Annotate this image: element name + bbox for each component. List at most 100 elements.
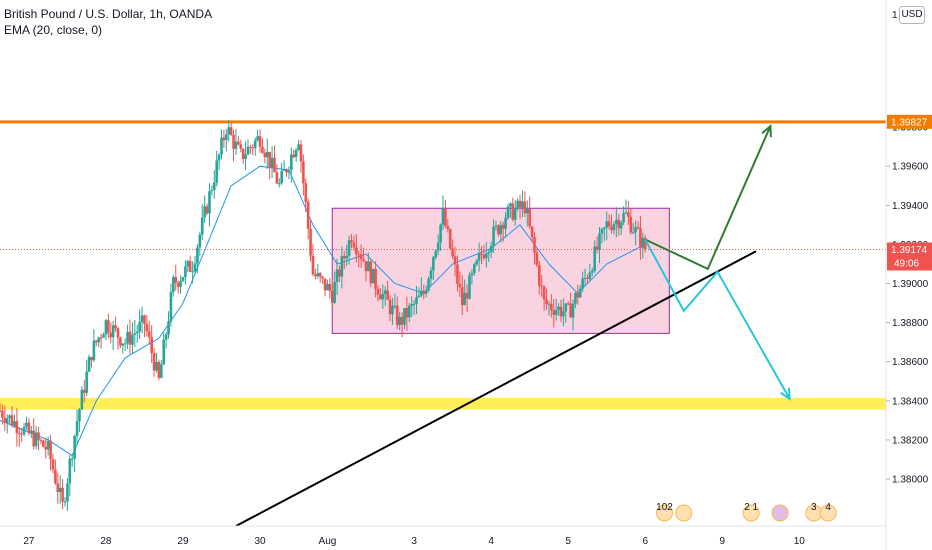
event-badge[interactable]: 3 [805,502,823,522]
candle[interactable] [90,356,93,361]
candle[interactable] [212,182,216,191]
candle[interactable] [253,140,257,148]
candle[interactable] [114,325,117,329]
candle[interactable] [258,136,262,147]
candle[interactable] [405,307,409,318]
candle[interactable] [256,136,259,141]
candle[interactable] [451,248,454,257]
candle[interactable] [321,276,324,279]
candle[interactable] [627,212,630,217]
candle[interactable] [586,277,589,279]
candle[interactable] [263,152,267,158]
candle[interactable] [578,288,582,298]
candle[interactable] [417,295,421,298]
candle[interactable] [538,265,541,286]
candle[interactable] [220,137,223,155]
candle[interactable] [595,246,599,250]
candle[interactable] [552,310,556,315]
candle[interactable] [3,417,7,423]
candle[interactable] [429,270,433,279]
candle[interactable] [600,228,604,234]
candle[interactable] [518,200,522,208]
candle[interactable] [22,426,26,435]
candle[interactable] [525,209,529,214]
candle[interactable] [174,277,178,283]
candle[interactable] [509,203,512,207]
candle[interactable] [215,160,218,183]
candle[interactable] [186,261,190,267]
candle[interactable] [456,264,459,284]
candle[interactable] [335,269,339,283]
candle[interactable] [501,224,505,229]
candle[interactable] [111,325,115,338]
current-price-label[interactable]: 1.39174 49:06 [887,242,932,271]
candle[interactable] [42,440,45,447]
price-tick-label[interactable]: 1.38200 [892,435,929,446]
candle[interactable] [369,261,373,284]
candle[interactable] [294,149,298,158]
candle[interactable] [287,169,291,173]
candle[interactable] [58,487,62,493]
candle[interactable] [386,290,389,300]
candle[interactable] [135,331,139,334]
candle[interactable] [119,337,122,346]
candle[interactable] [583,277,587,279]
candle[interactable] [407,305,411,318]
candle[interactable] [352,242,356,248]
candle[interactable] [87,356,91,372]
candle[interactable] [634,227,637,233]
candle[interactable] [237,141,240,145]
candle[interactable] [562,311,565,317]
candle[interactable] [345,255,348,259]
candle[interactable] [465,292,469,299]
time-tick-label[interactable]: 9 [720,536,726,547]
time-tick-label[interactable]: 30 [254,536,266,547]
candle[interactable] [323,278,327,291]
candle[interactable] [85,371,88,393]
price-tick-label[interactable]: 1.39000 [892,279,929,290]
time-tick-label[interactable]: Aug [319,536,337,547]
candle[interactable] [265,151,269,158]
bull-projection[interactable] [644,125,772,271]
candle[interactable] [318,273,322,277]
candle[interactable] [639,228,642,248]
candle[interactable] [15,421,19,434]
candle[interactable] [383,290,387,295]
candle[interactable] [347,240,351,256]
candle[interactable] [49,440,52,460]
candle[interactable] [249,146,252,148]
candle[interactable] [333,282,336,303]
candle[interactable] [316,273,320,277]
candle[interactable] [393,305,397,307]
candle[interactable] [10,415,14,426]
candle[interactable] [475,260,479,265]
candle[interactable] [92,340,96,361]
candle[interactable] [32,430,36,447]
candle[interactable] [511,203,515,220]
candle[interactable] [547,303,551,305]
time-tick-label[interactable]: 28 [100,536,112,547]
candle[interactable] [172,277,175,292]
candle[interactable] [104,320,108,335]
candle[interactable] [191,271,194,273]
candle[interactable] [268,151,271,168]
candle[interactable] [566,303,570,305]
candle[interactable] [615,219,618,225]
candle[interactable] [179,281,182,287]
candle[interactable] [27,422,31,434]
candle[interactable] [128,331,132,345]
candle[interactable] [225,134,228,141]
candle[interactable] [217,154,221,161]
candle[interactable] [275,172,279,184]
candle[interactable] [208,191,211,214]
candle[interactable] [282,169,286,171]
candle[interactable] [497,225,500,235]
candle[interactable] [643,237,647,250]
candle[interactable] [441,208,445,225]
candle[interactable] [285,169,288,173]
candle[interactable] [542,286,546,300]
event-badge[interactable]: 4 [819,502,837,522]
candle[interactable] [80,389,84,410]
candle[interactable] [569,303,572,318]
candle[interactable] [559,306,563,317]
